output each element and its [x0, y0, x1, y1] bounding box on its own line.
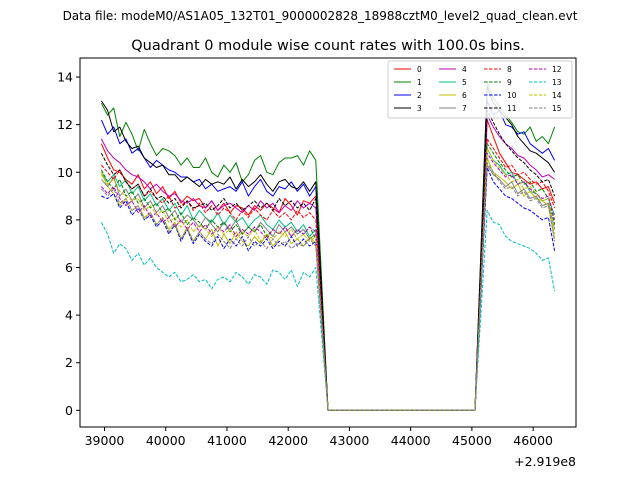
- series-line-5: [100, 148, 556, 411]
- y-tick-label: 8: [65, 212, 73, 227]
- y-tick-label: 4: [65, 308, 73, 323]
- series-line-13: [100, 209, 556, 411]
- chart-title: Quadrant 0 module wise count rates with …: [131, 38, 525, 54]
- legend-label-9: 9: [507, 78, 512, 87]
- legend-label-7: 7: [462, 104, 467, 113]
- legend-label-6: 6: [462, 91, 467, 100]
- x-tick-label: 45000: [452, 433, 492, 448]
- y-tick-label: 10: [57, 165, 73, 180]
- x-tick-label: 44000: [391, 433, 431, 448]
- axes-frame: [79, 57, 577, 428]
- y-tick-label: 2: [65, 355, 73, 370]
- plot-area: [100, 81, 556, 411]
- series-line-12: [101, 152, 556, 411]
- y-tick-label: 0: [65, 403, 73, 418]
- x-tick-label: 40000: [146, 433, 186, 448]
- legend-label-8: 8: [507, 65, 512, 74]
- legend-label-13: 13: [552, 78, 562, 87]
- legend-label-10: 10: [507, 91, 517, 100]
- y-tick-label: 6: [65, 260, 73, 275]
- legend-box: [387, 60, 573, 119]
- legend-label-0: 0: [417, 65, 422, 74]
- legend-label-5: 5: [462, 78, 467, 87]
- y-axis: 0 2 4 6 8 10 12 14: [57, 70, 80, 418]
- x-tick-label: 41000: [207, 433, 247, 448]
- legend-label-14: 14: [552, 91, 562, 100]
- x-axis: 39000 40000 41000 42000 43000 44000 45000 46000: [85, 427, 553, 448]
- series-line-14: [100, 148, 556, 411]
- x-tick-label: 42000: [268, 433, 308, 448]
- legend-label-2: 2: [417, 91, 422, 100]
- figure-suptitle: Data file: modeM0/AS1A05_132T01_90000028…: [63, 9, 578, 23]
- y-tick-label: 14: [57, 70, 73, 85]
- legend-label-11: 11: [507, 104, 517, 113]
- x-tick-label: 46000: [513, 433, 553, 448]
- x-offset-label: +2.919e8: [514, 454, 576, 469]
- series-line-15: [101, 162, 556, 411]
- series-line-7: [101, 164, 556, 411]
- x-tick-label: 43000: [330, 433, 370, 448]
- x-tick-label: 39000: [85, 433, 125, 448]
- legend-label-12: 12: [552, 65, 562, 74]
- legend-label-15: 15: [552, 104, 562, 113]
- legend-label-4: 4: [462, 65, 467, 74]
- y-tick-label: 12: [57, 117, 73, 132]
- legend-label-1: 1: [417, 78, 422, 87]
- series-line-10: [101, 167, 556, 411]
- legend-label-3: 3: [417, 104, 422, 113]
